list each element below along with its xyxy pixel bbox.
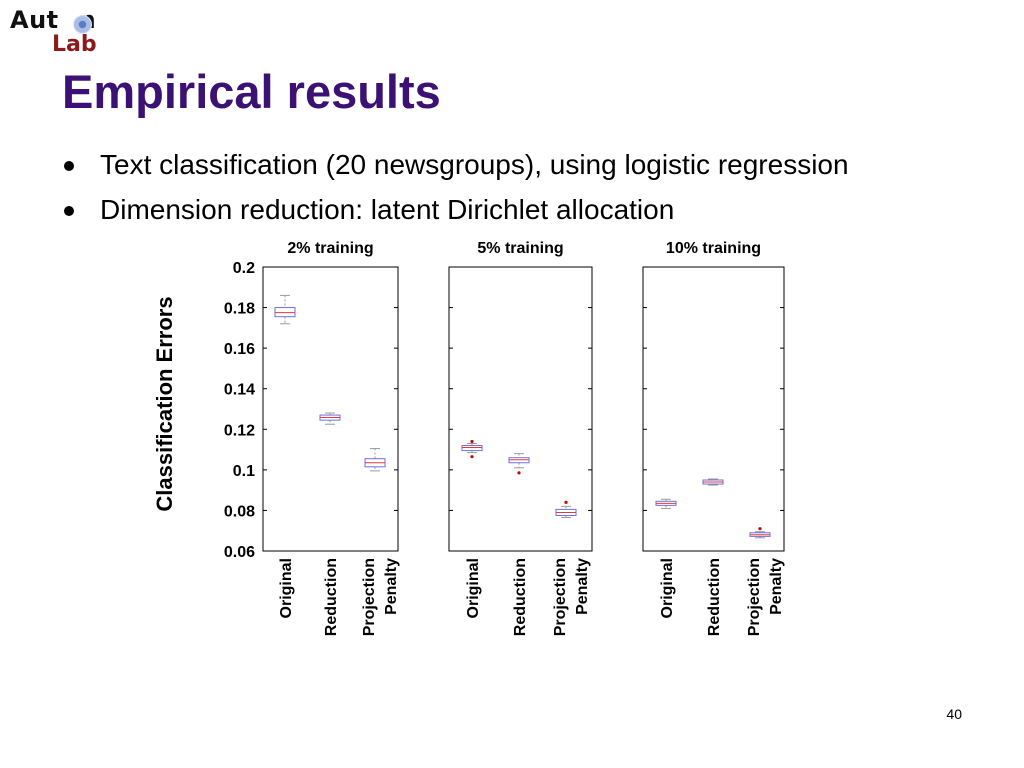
y-tick-label: 0.06 bbox=[224, 544, 255, 561]
bullet-dot-icon bbox=[64, 206, 74, 216]
x-category-label: Projection bbox=[361, 558, 378, 636]
x-category-label: Reduction bbox=[706, 558, 723, 636]
x-category-label: Projection bbox=[746, 558, 763, 636]
x-category-label: Reduction bbox=[512, 558, 529, 636]
x-category-label: Original bbox=[659, 558, 676, 618]
y-tick-label: 0.08 bbox=[224, 503, 255, 520]
bullet-list: Text classification (20 newsgroups), usi… bbox=[62, 142, 849, 232]
y-tick-label: 0.14 bbox=[224, 382, 255, 399]
bullet-dot-icon bbox=[64, 161, 74, 171]
box bbox=[461, 445, 483, 452]
slide-title: Empirical results bbox=[62, 65, 441, 118]
x-category-label: Original bbox=[278, 558, 295, 618]
y-axis-title: Classification Errors bbox=[152, 296, 177, 511]
logo-text-lab: Lab bbox=[52, 32, 97, 57]
auton-lab-logo: Autn Lab bbox=[10, 6, 110, 58]
page-number: 40 bbox=[946, 706, 962, 722]
y-tick-label: 0.1 bbox=[233, 463, 255, 480]
bullet-item: Text classification (20 newsgroups), usi… bbox=[62, 142, 849, 187]
box bbox=[508, 457, 530, 464]
x-category-label: Projection bbox=[552, 558, 569, 636]
bullet-text: Text classification (20 newsgroups), usi… bbox=[100, 149, 849, 180]
bullet-item: Dimension reduction: latent Dirichlet al… bbox=[62, 187, 849, 232]
x-category-label: Original bbox=[465, 558, 482, 618]
outlier-point bbox=[564, 500, 568, 504]
eye-icon bbox=[73, 15, 92, 34]
x-category-label: Reduction bbox=[323, 558, 340, 636]
logo-text-aut: Aut bbox=[10, 6, 59, 34]
x-category-label: Penalty bbox=[574, 558, 591, 615]
box bbox=[274, 307, 296, 318]
y-tick-label: 0.18 bbox=[224, 301, 255, 318]
outlier-point bbox=[758, 527, 762, 531]
panel-title: 2% training bbox=[287, 240, 373, 257]
x-category-label: Penalty bbox=[768, 558, 785, 615]
panel-title: 5% training bbox=[477, 240, 563, 257]
bullet-text: Dimension reduction: latent Dirichlet al… bbox=[100, 194, 675, 225]
panel-title: 10% training bbox=[666, 240, 761, 257]
panel-frame bbox=[642, 266, 785, 552]
outlier-point bbox=[470, 455, 474, 459]
x-category-label: Penalty bbox=[383, 558, 400, 615]
panel-frame bbox=[262, 266, 399, 552]
panel-frame bbox=[448, 266, 593, 552]
outlier-point bbox=[470, 439, 474, 444]
y-tick-label: 0.12 bbox=[224, 422, 255, 439]
outlier-point bbox=[517, 471, 521, 475]
y-tick-label: 0.2 bbox=[233, 260, 255, 277]
y-tick-label: 0.16 bbox=[224, 341, 255, 358]
